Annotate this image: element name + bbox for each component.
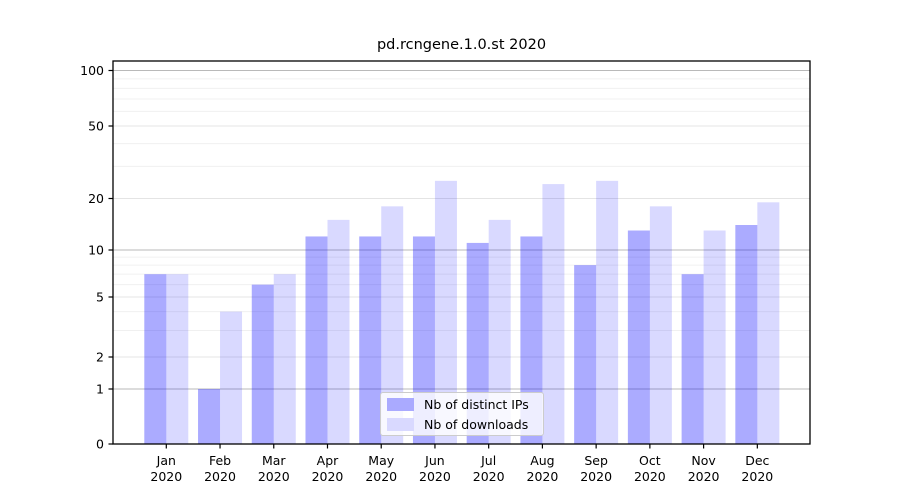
- bar-sep-distinct-ips: [574, 265, 597, 444]
- bar-oct-downloads: [649, 206, 672, 444]
- bar-nov-distinct-ips: [681, 274, 704, 444]
- bar-jan-downloads: [166, 274, 189, 444]
- bar-jul-downloads: [488, 219, 511, 444]
- bar-dec-distinct-ips: [735, 225, 758, 444]
- chart-legend: Nb of distinct IPs Nb of downloads: [380, 392, 544, 436]
- legend-label-distinct-ips: Nb of distinct IPs: [424, 396, 529, 412]
- y-tick-label: 1: [96, 381, 104, 396]
- bars: [144, 180, 780, 445]
- y-tick-label: 5: [96, 289, 104, 304]
- bar-apr-distinct-ips: [305, 236, 328, 444]
- legend-entry-distinct-ips: Nb of distinct IPs: [387, 397, 543, 412]
- legend-entry-downloads: Nb of downloads: [387, 417, 543, 432]
- bar-jun-downloads: [434, 180, 457, 445]
- y-tick-label: 100: [80, 63, 104, 78]
- bar-may-distinct-ips: [359, 236, 382, 444]
- plot-frame: [112, 60, 811, 445]
- chart-title: pd.rcngene.1.0.st 2020: [376, 37, 547, 53]
- y-tick-label: 50: [88, 118, 104, 133]
- bar-may-downloads: [381, 206, 404, 444]
- bar-nov-downloads: [703, 230, 726, 444]
- x-tick-label-sep: Sep 2020: [580, 453, 612, 484]
- legend-swatch-distinct-ips-icon: [387, 397, 414, 411]
- bar-apr-downloads: [327, 219, 350, 444]
- legend-swatch-downloads-icon: [387, 417, 414, 431]
- bar-mar-downloads: [273, 274, 296, 444]
- bar-jan-distinct-ips: [144, 274, 167, 444]
- y-tick-label: 0: [96, 436, 104, 451]
- bar-sep-downloads: [596, 180, 619, 445]
- x-tick-label-apr: Apr 2020: [312, 453, 344, 484]
- gridlines: [113, 69, 810, 390]
- bar-aug-downloads: [542, 184, 565, 445]
- bar-mar-distinct-ips: [251, 284, 274, 444]
- bar-oct-distinct-ips: [627, 230, 650, 444]
- x-tick-label-feb: Feb 2020: [204, 453, 236, 484]
- x-tick-label-jul: Jul 2020: [473, 453, 505, 484]
- y-axis: 0 1 2 5 10 20 50 100: [80, 63, 113, 451]
- x-tick-label-oct: Oct 2020: [634, 453, 666, 484]
- y-tick-label: 10: [88, 242, 104, 257]
- x-tick-label-jun: Jun 2020: [419, 453, 451, 484]
- x-tick-label-may: May 2020: [365, 453, 397, 484]
- bar-feb-downloads: [220, 311, 243, 444]
- bar-feb-distinct-ips: [198, 389, 221, 444]
- legend-label-downloads: Nb of downloads: [424, 416, 529, 432]
- x-tick-label-dec: Dec 2020: [741, 453, 773, 484]
- y-tick-label: 2: [96, 349, 104, 364]
- bar-dec-downloads: [757, 202, 780, 444]
- x-tick-label-jan: Jan 2020: [150, 453, 182, 484]
- y-tick-label: 20: [88, 191, 104, 206]
- x-tick-label-aug: Aug 2020: [527, 453, 559, 484]
- x-tick-label-mar: Mar 2020: [258, 453, 290, 484]
- x-tick-label-nov: Nov 2020: [688, 453, 720, 484]
- x-axis: Jan 2020 Feb 2020 Mar 2020 Apr 2020 May 2020 Jun 20…: [150, 444, 773, 484]
